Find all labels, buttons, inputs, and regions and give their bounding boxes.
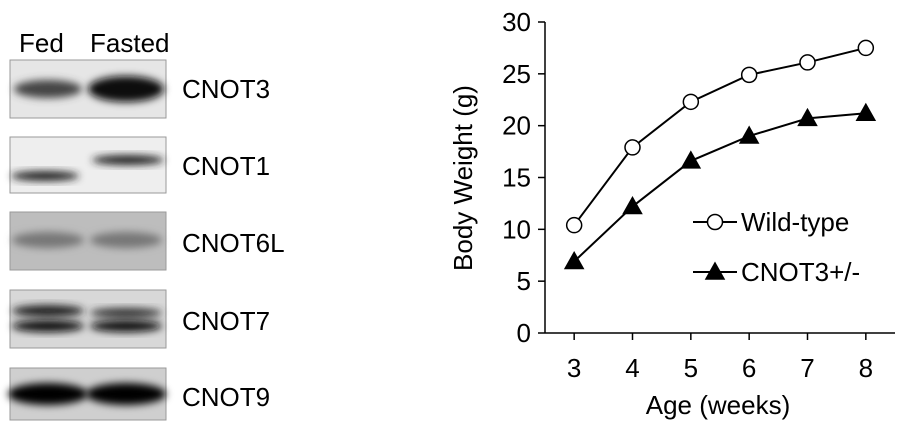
band [90, 320, 162, 332]
x-tick-label: 8 [859, 353, 873, 383]
band [12, 320, 84, 332]
lane-label: Fasted [90, 28, 170, 58]
legend-marker [708, 215, 723, 230]
marker [625, 140, 640, 155]
band [11, 171, 79, 181]
series-line [574, 113, 866, 261]
figure: Fed Fasted CNOT3 CNOT1 CNOT6L CNOT7 CNOT… [0, 0, 899, 423]
band [90, 232, 162, 248]
protein-label: CNOT7 [182, 306, 270, 336]
x-axis-label: Age (weeks) [646, 390, 791, 420]
protein-label: CNOT9 [182, 382, 270, 412]
marker [742, 67, 757, 82]
y-axis-label: Body Weight (g) [448, 85, 478, 271]
protein-label: CNOT6L [182, 228, 285, 258]
marker [858, 40, 873, 55]
protein-label: CNOT1 [182, 151, 270, 181]
marker [800, 55, 815, 70]
x-tick-label: 4 [625, 353, 639, 383]
western-blot: Fed Fasted CNOT3 CNOT1 CNOT6L CNOT7 CNOT… [8, 28, 285, 420]
blot-panel [10, 137, 166, 193]
protein-label: CNOT3 [182, 74, 270, 104]
lane-label: Fed [19, 28, 64, 58]
x-tick-label: 3 [567, 353, 581, 383]
y-tick-label: 5 [517, 266, 531, 296]
band [14, 80, 82, 98]
marker [567, 218, 582, 233]
legend-label: Wild-type [741, 207, 849, 237]
y-tick-label: 10 [502, 214, 531, 244]
x-tick-label: 5 [684, 353, 698, 383]
y-tick-label: 30 [502, 7, 531, 37]
legend-label: CNOT3+/- [741, 257, 860, 287]
band [90, 308, 162, 318]
y-tick-label: 0 [517, 318, 531, 348]
marker [683, 94, 698, 109]
y-tick-label: 15 [502, 163, 531, 193]
x-tick-label: 7 [800, 353, 814, 383]
y-tick-label: 25 [502, 59, 531, 89]
band [88, 76, 164, 102]
y-tick-label: 20 [502, 111, 531, 141]
series-line [574, 48, 866, 225]
marker [624, 198, 642, 214]
band [12, 305, 84, 317]
x-tick-label: 6 [742, 353, 756, 383]
marker [857, 104, 875, 120]
band [8, 383, 88, 405]
blot-panel [10, 290, 166, 348]
band [92, 155, 164, 165]
marker [682, 152, 700, 168]
band [86, 383, 166, 405]
band [12, 232, 84, 248]
line-chart: Body Weight (g) Age (weeks) 0 5 10 15 20 25 30… [448, 7, 895, 420]
